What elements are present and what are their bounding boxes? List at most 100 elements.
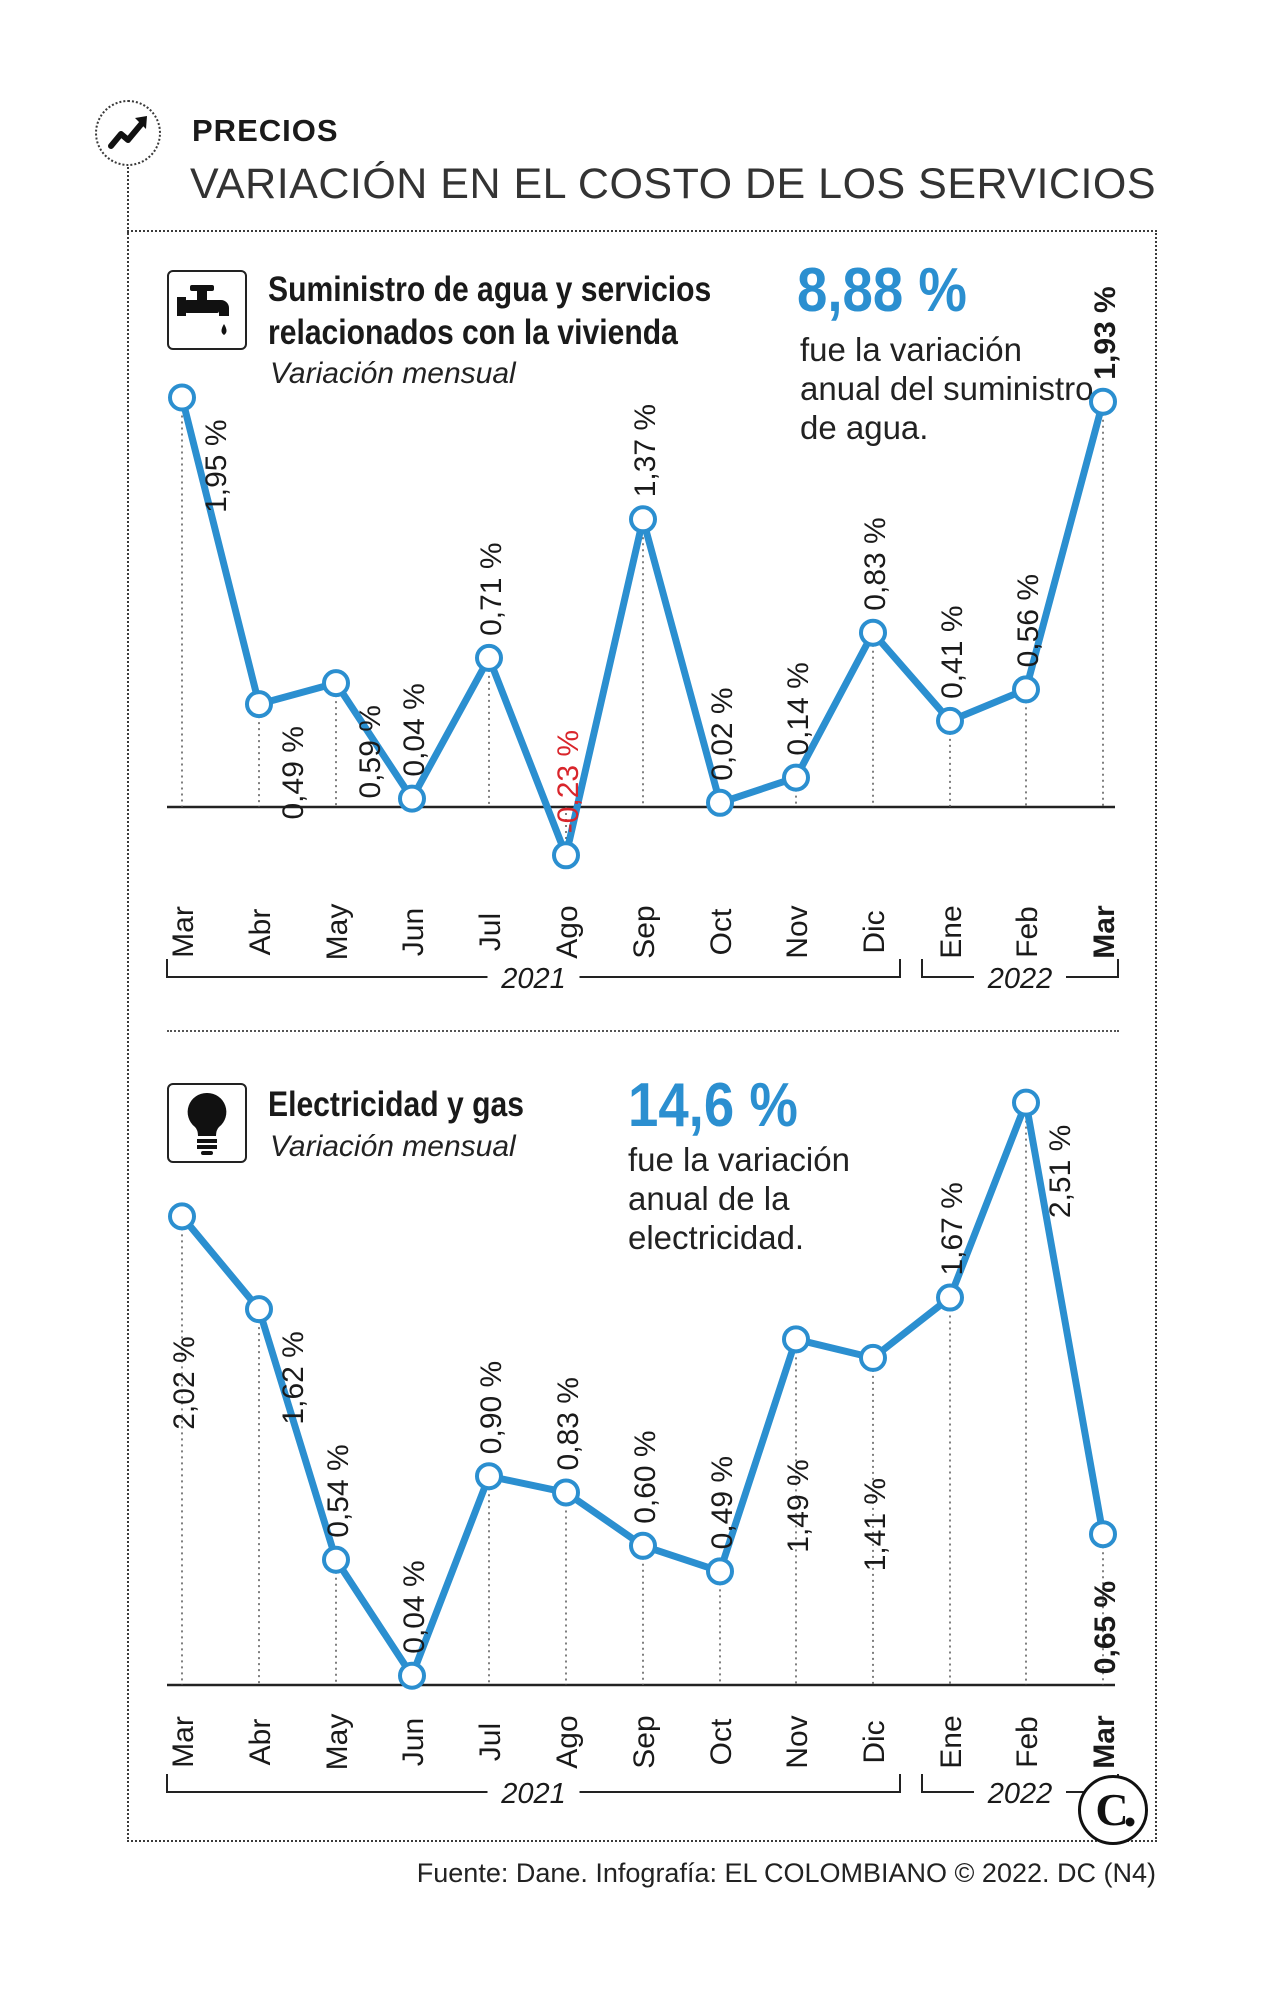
chart2-data-label-9: 1,41 % — [859, 1478, 892, 1571]
chart1-month-label-2: May — [321, 904, 354, 961]
chart2-point-1 — [245, 1295, 273, 1324]
kicker: PRECIOS — [192, 113, 339, 148]
chart2-highlight-value: 14,6 % — [628, 1071, 798, 1140]
chart1-subtitle: Variación mensual — [270, 357, 516, 390]
chart2-point-0 — [168, 1202, 196, 1231]
chart1-month-label-3: Jun — [397, 908, 430, 956]
chart2-point-7 — [706, 1557, 734, 1586]
chart2-data-label-7: 0,49 % — [706, 1456, 739, 1549]
chart2-data-label-6: 0,60 % — [629, 1430, 662, 1523]
chart1-data-label-0: 1,95 % — [200, 420, 233, 513]
chart1-title-line-2: relacionados con la vivienda — [268, 313, 678, 352]
chart2-point-3 — [398, 1661, 426, 1690]
chart2-month-label-4: Jul — [474, 1723, 507, 1761]
chart2-subtitle: Variación mensual — [270, 1130, 516, 1163]
chart1-year-label-1: 2022 — [987, 963, 1053, 995]
chart2-month-label-2: May — [321, 1714, 354, 1771]
chart2-month-label-5: Ago — [551, 1715, 584, 1768]
chart2-highlight-line-1: fue la variación — [628, 1141, 850, 1178]
infographic-frame — [127, 230, 1157, 1842]
chart2-month-label-6: Sep — [628, 1715, 661, 1768]
chart1-year-label-0: 2021 — [500, 963, 566, 995]
chart2-month-label-7: Oct — [705, 1718, 738, 1765]
chart2-highlight-text: fue la variación anual de la electricida… — [628, 1140, 850, 1257]
chart1-point-2 — [322, 669, 350, 698]
chart2-data-label-3: 0,04 % — [398, 1560, 431, 1653]
chart1-data-label-9: 0,83 % — [859, 517, 892, 610]
chart1-data-label-10: 0,41 % — [936, 605, 969, 698]
chart2-month-label-0: Mar — [167, 1716, 200, 1768]
source-credit: Fuente: Dane. Infografía: EL COLOMBIANO … — [416, 1858, 1156, 1888]
chart1-month-label-10: Ene — [935, 905, 968, 958]
svg-text:C: C — [1095, 1784, 1128, 1835]
light-bulb-icon — [167, 1083, 247, 1163]
chart2-data-label-1: 1,62 % — [277, 1331, 310, 1424]
chart2-year-bracket-left-1 — [921, 1774, 974, 1793]
page-title: VARIACIÓN EN EL COSTO DE LOS SERVICIOS — [190, 160, 1157, 208]
chart2-data-label-2: 0,54 % — [322, 1444, 355, 1537]
chart2-highlight-line-3: electricidad. — [628, 1219, 805, 1256]
chart2-month-label-8: Nov — [781, 1715, 814, 1768]
chart1-highlight-line-2: anual del suministro — [800, 370, 1094, 407]
chart2-point-9 — [859, 1343, 887, 1372]
chart2-month-label-10: Ene — [935, 1715, 968, 1768]
chart1-point-1 — [245, 690, 273, 719]
el-colombiano-logo-icon: C — [1078, 1775, 1148, 1845]
chart1-data-label-1: 0,49 % — [277, 726, 310, 819]
chart1-month-label-6: Sep — [628, 905, 661, 958]
chart1-data-label-5: -0,23 % — [552, 730, 585, 833]
chart2-data-label-11: 2,51 % — [1044, 1125, 1077, 1218]
chart2-point-8 — [782, 1325, 810, 1354]
water-faucet-icon — [167, 270, 247, 350]
chart1-year-bracket-right-1 — [1066, 959, 1119, 978]
chart1-month-label-8: Nov — [781, 905, 814, 958]
chart1-point-10 — [936, 706, 964, 735]
chart1-data-label-7: 0,02 % — [706, 687, 739, 780]
chart1-title: Suministro de agua y servicios relaciona… — [268, 268, 711, 354]
chart2-point-12 — [1089, 1520, 1117, 1549]
chart1-point-9 — [859, 618, 887, 647]
chart2-year-bracket-left-0 — [166, 1774, 488, 1793]
chart1-point-12 — [1089, 387, 1117, 416]
chart1-data-label-12: 1,93 % — [1089, 286, 1122, 379]
chart1-data-label-6: 1,37 % — [629, 404, 662, 497]
chart1-point-8 — [782, 763, 810, 792]
chart1-year-bracket-left-1 — [921, 959, 974, 978]
chart2-year-bracket-right-0 — [579, 1774, 901, 1793]
chart1-month-label-5: Ago — [551, 905, 584, 958]
chart1-point-6 — [629, 505, 657, 534]
chart2-point-2 — [322, 1545, 350, 1574]
chart1-data-label-8: 0,14 % — [782, 662, 815, 755]
chart1-point-11 — [1012, 675, 1040, 704]
chart-2: 2,02 % 1,62 % 0,54 % 0,04 % 0,90 % 0,83 % 0,60… — [166, 1088, 1122, 1810]
chart1-data-label-2: 0,59 % — [354, 705, 387, 798]
chart1-point-7 — [706, 788, 734, 817]
chart1-point-4 — [475, 643, 503, 672]
chart1-highlight-line-1: fue la variación — [800, 331, 1022, 368]
chart2-point-11 — [1012, 1088, 1040, 1117]
chart1-month-label-1: Abr — [244, 909, 277, 956]
chart2-data-label-4: 0,90 % — [475, 1361, 508, 1454]
chart1-year-bracket-right-0 — [579, 959, 901, 978]
chart2-point-4 — [475, 1462, 503, 1491]
chart1-data-label-3: 0,04 % — [398, 683, 431, 776]
chart1-point-3 — [398, 784, 426, 813]
chart2-point-5 — [552, 1478, 580, 1507]
chart1-year-bracket-left-0 — [166, 959, 488, 978]
chart2-year-label-0: 2021 — [500, 1778, 566, 1810]
chart2-point-10 — [936, 1283, 964, 1312]
chart1-highlight-line-3: de agua. — [800, 409, 929, 446]
chart2-year-label-1: 2022 — [987, 1778, 1053, 1810]
chart2-data-label-10: 1,67 % — [936, 1182, 969, 1275]
trend-arrow-icon — [95, 100, 161, 166]
chart2-point-6 — [629, 1531, 657, 1560]
chart-1: 1,95 % 0,49 % 0,59 % 0,04 % 0,71 % -0,23 % 1,3… — [166, 286, 1122, 995]
chart1-data-label-11: 0,56 % — [1012, 574, 1045, 667]
chart1-point-5 — [552, 841, 580, 870]
chart1-month-label-12: Mar — [1088, 905, 1121, 959]
chart2-highlight-line-2: anual de la — [628, 1180, 790, 1217]
chart1-point-0 — [168, 383, 196, 412]
chart2-title: Electricidad y gas — [268, 1085, 524, 1124]
chart2-data-label-5: 0,83 % — [552, 1377, 585, 1470]
